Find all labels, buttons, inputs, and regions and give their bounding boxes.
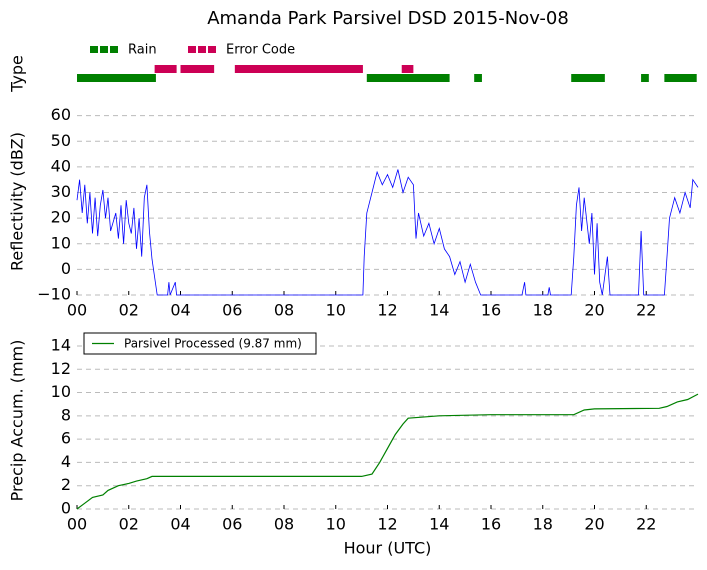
legend-swatch: [110, 46, 118, 53]
x-tick-label: 02: [119, 515, 139, 534]
y-tick-label: 8: [61, 405, 71, 424]
x-tick-label: 22: [636, 515, 656, 534]
x-tick-label: 02: [119, 301, 139, 320]
legend-box: [83, 332, 317, 355]
type-segment: [366, 74, 450, 82]
type-segment: [571, 74, 605, 82]
y-tick-label: 50: [51, 131, 71, 150]
type-segment: [401, 65, 414, 73]
y-axis-label: Reflectivity (dBZ): [8, 132, 27, 271]
y-tick-label: 0: [61, 499, 71, 518]
x-tick-label: 00: [67, 301, 87, 320]
x-tick-label: 20: [584, 515, 604, 534]
x-axis-label: Hour (UTC): [344, 539, 432, 558]
y-tick-label: 10: [51, 382, 71, 401]
y-tick-label: 14: [51, 335, 71, 354]
x-tick-label: 10: [326, 301, 346, 320]
x-tick-label: 18: [533, 515, 553, 534]
y-tick-label: 40: [51, 156, 71, 175]
x-tick-label: 14: [429, 515, 449, 534]
data-line: [76, 393, 699, 510]
x-tick-label: 18: [533, 301, 553, 320]
x-tick-label: 04: [170, 301, 190, 320]
legend-swatch: [188, 46, 196, 53]
data-line: [76, 169, 699, 296]
x-tick-label: 16: [481, 515, 501, 534]
x-tick-label: 16: [481, 301, 501, 320]
x-tick-label: 08: [274, 301, 294, 320]
y-tick-label: −10: [37, 285, 71, 304]
y-tick-label: 0: [61, 259, 71, 278]
legend-label: Rain: [128, 43, 157, 58]
legend-swatch: [198, 46, 206, 53]
legend-label: Parsivel Processed (9.87 mm): [124, 337, 302, 351]
y-tick-label: 12: [51, 359, 71, 378]
x-tick-label: 00: [67, 515, 87, 534]
y-axis-label: Type: [8, 55, 27, 93]
legend-swatch: [208, 46, 216, 53]
x-tick-label: 12: [377, 301, 397, 320]
y-tick-label: 30: [51, 182, 71, 201]
x-tick-label: 06: [222, 515, 242, 534]
y-tick-label: 6: [61, 429, 71, 448]
chart-title: Amanda Park Parsivel DSD 2015-Nov-08: [207, 8, 569, 29]
legend-swatch: [100, 46, 108, 53]
type-segment: [474, 74, 482, 82]
type-segment: [154, 65, 177, 73]
x-tick-label: 06: [222, 301, 242, 320]
y-axis-label: Precip Accum. (mm): [8, 340, 27, 502]
x-tick-label: 12: [377, 515, 397, 534]
x-tick-label: 22: [636, 301, 656, 320]
legend-label: Error Code: [226, 43, 295, 58]
y-tick-label: 10: [51, 233, 71, 252]
x-tick-label: 08: [274, 515, 294, 534]
y-tick-label: 60: [51, 105, 71, 124]
x-tick-label: 10: [326, 515, 346, 534]
type-segment: [641, 74, 649, 82]
legend-swatch: [90, 46, 98, 53]
type-segment: [234, 65, 363, 73]
type-segment: [77, 74, 156, 82]
type-segment: [664, 74, 697, 82]
x-tick-label: 20: [584, 301, 604, 320]
y-tick-label: 2: [61, 475, 71, 494]
y-tick-label: 4: [61, 452, 71, 471]
y-tick-label: 20: [51, 208, 71, 227]
type-segment: [180, 65, 215, 73]
x-tick-label: 14: [429, 301, 449, 320]
x-tick-label: 04: [170, 515, 190, 534]
